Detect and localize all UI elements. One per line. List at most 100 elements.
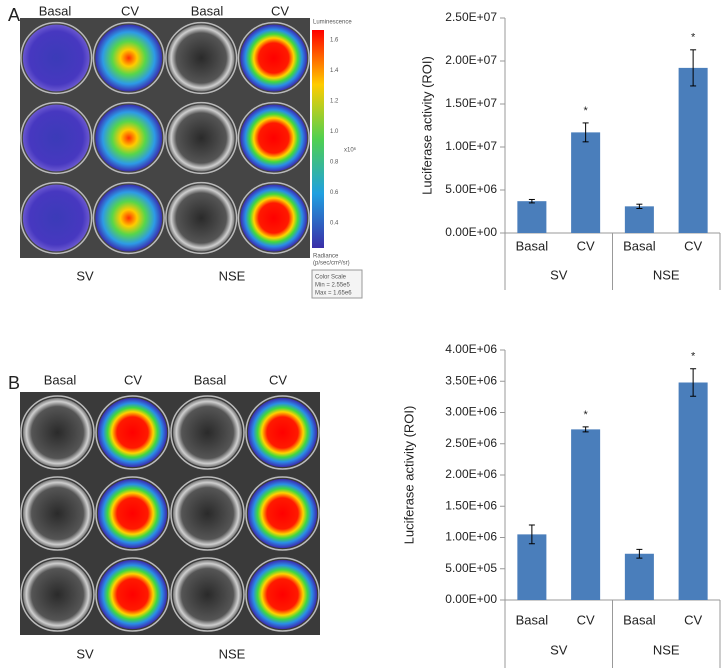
scale-caption: Radiance: [313, 254, 339, 260]
well: [167, 24, 235, 92]
x-tick-label: CV: [684, 612, 702, 627]
y-tick-label: 2.50E+07: [445, 10, 497, 24]
well-rim: [20, 557, 95, 632]
scale-tick: 1.6: [330, 38, 339, 44]
well-label: CV: [269, 372, 287, 387]
well-label: Basal: [39, 3, 72, 18]
scale-tick: 1.4: [330, 68, 339, 74]
y-tick-label: 3.50E+06: [445, 373, 497, 387]
x-group-label: SV: [550, 642, 568, 657]
scale-box-text: Color Scale: [315, 275, 347, 281]
bar: [624, 553, 654, 600]
well: [240, 24, 308, 92]
well-rim: [170, 557, 245, 632]
significance-marker: *: [583, 409, 588, 421]
well-rim: [237, 101, 310, 175]
panel-label: B: [8, 373, 20, 393]
well-rim: [237, 21, 310, 95]
well: [22, 24, 90, 92]
x-group-label: SV: [550, 267, 568, 282]
well: [22, 104, 90, 172]
well: [167, 104, 235, 172]
y-tick-label: 0.00E+00: [445, 592, 497, 606]
y-tick-label: 3.00E+06: [445, 405, 497, 419]
well: [23, 479, 92, 548]
well-rim: [237, 181, 310, 255]
well: [248, 479, 317, 548]
well-rim: [170, 395, 245, 470]
x-tick-label: CV: [577, 238, 595, 253]
well-rim: [92, 181, 165, 255]
y-axis-label: Luciferase activity (ROI): [419, 56, 434, 195]
well-rim: [165, 21, 238, 95]
y-tick-label: 2.50E+06: [445, 436, 497, 450]
x-group-label: NSE: [653, 642, 680, 657]
well-rim: [245, 395, 320, 470]
well: [248, 560, 317, 629]
scale-unit: x10⁶: [344, 147, 357, 154]
well-rim: [92, 101, 165, 175]
well: [95, 24, 163, 92]
well: [98, 560, 167, 629]
well-rim: [95, 557, 170, 632]
well-rim: [20, 395, 95, 470]
group-label: SV: [76, 646, 94, 661]
well: [240, 104, 308, 172]
bar: [571, 132, 601, 233]
bar: [571, 429, 601, 600]
well-rim: [95, 395, 170, 470]
well-label: CV: [121, 3, 139, 18]
scale-tick: 0.8: [330, 160, 339, 166]
well: [248, 398, 317, 467]
x-tick-label: CV: [684, 238, 702, 253]
well: [95, 184, 163, 252]
well-rim: [20, 181, 93, 255]
well-rim: [20, 101, 93, 175]
scale-tick: 1.2: [330, 99, 339, 105]
x-tick-label: CV: [577, 612, 595, 627]
group-label: NSE: [219, 646, 246, 661]
scale-box-text: Max = 1.65e6: [315, 291, 352, 297]
well: [240, 184, 308, 252]
scale-caption: (p/sec/cm²/sr): [313, 261, 350, 267]
significance-marker: *: [583, 105, 588, 117]
group-label: NSE: [219, 268, 246, 283]
y-tick-label: 1.00E+06: [445, 530, 497, 544]
well-rim: [245, 476, 320, 551]
well: [98, 479, 167, 548]
significance-marker: *: [691, 351, 696, 363]
well: [173, 479, 242, 548]
well: [95, 104, 163, 172]
scale-tick: 1.0: [330, 129, 339, 135]
y-tick-label: 2.00E+06: [445, 467, 497, 481]
well-label: Basal: [191, 3, 224, 18]
well-label: CV: [124, 372, 142, 387]
well-rim: [245, 557, 320, 632]
scale-box: [311, 269, 363, 299]
x-group-label: NSE: [653, 267, 680, 282]
y-tick-label: 0.00E+00: [445, 225, 497, 239]
x-tick-label: Basal: [623, 238, 656, 253]
scale-tick: 0.4: [330, 221, 339, 227]
well-label: Basal: [194, 372, 227, 387]
well-rim: [165, 101, 238, 175]
well-rim: [20, 476, 95, 551]
x-tick-label: Basal: [516, 612, 549, 627]
well: [23, 560, 92, 629]
well-rim: [165, 181, 238, 255]
well: [173, 560, 242, 629]
panel-label: A: [8, 5, 20, 25]
group-label: SV: [76, 268, 94, 283]
well-label: CV: [271, 3, 289, 18]
scale-box-text: Min = 2.55e5: [315, 283, 351, 289]
x-tick-label: Basal: [623, 612, 656, 627]
y-tick-label: 1.00E+07: [445, 139, 497, 153]
well-label: Basal: [44, 372, 77, 387]
bar: [678, 382, 708, 600]
bar: [517, 534, 547, 600]
y-tick-label: 1.50E+06: [445, 498, 497, 512]
scale-title: Luminescence: [313, 20, 352, 26]
x-tick-label: Basal: [516, 238, 549, 253]
